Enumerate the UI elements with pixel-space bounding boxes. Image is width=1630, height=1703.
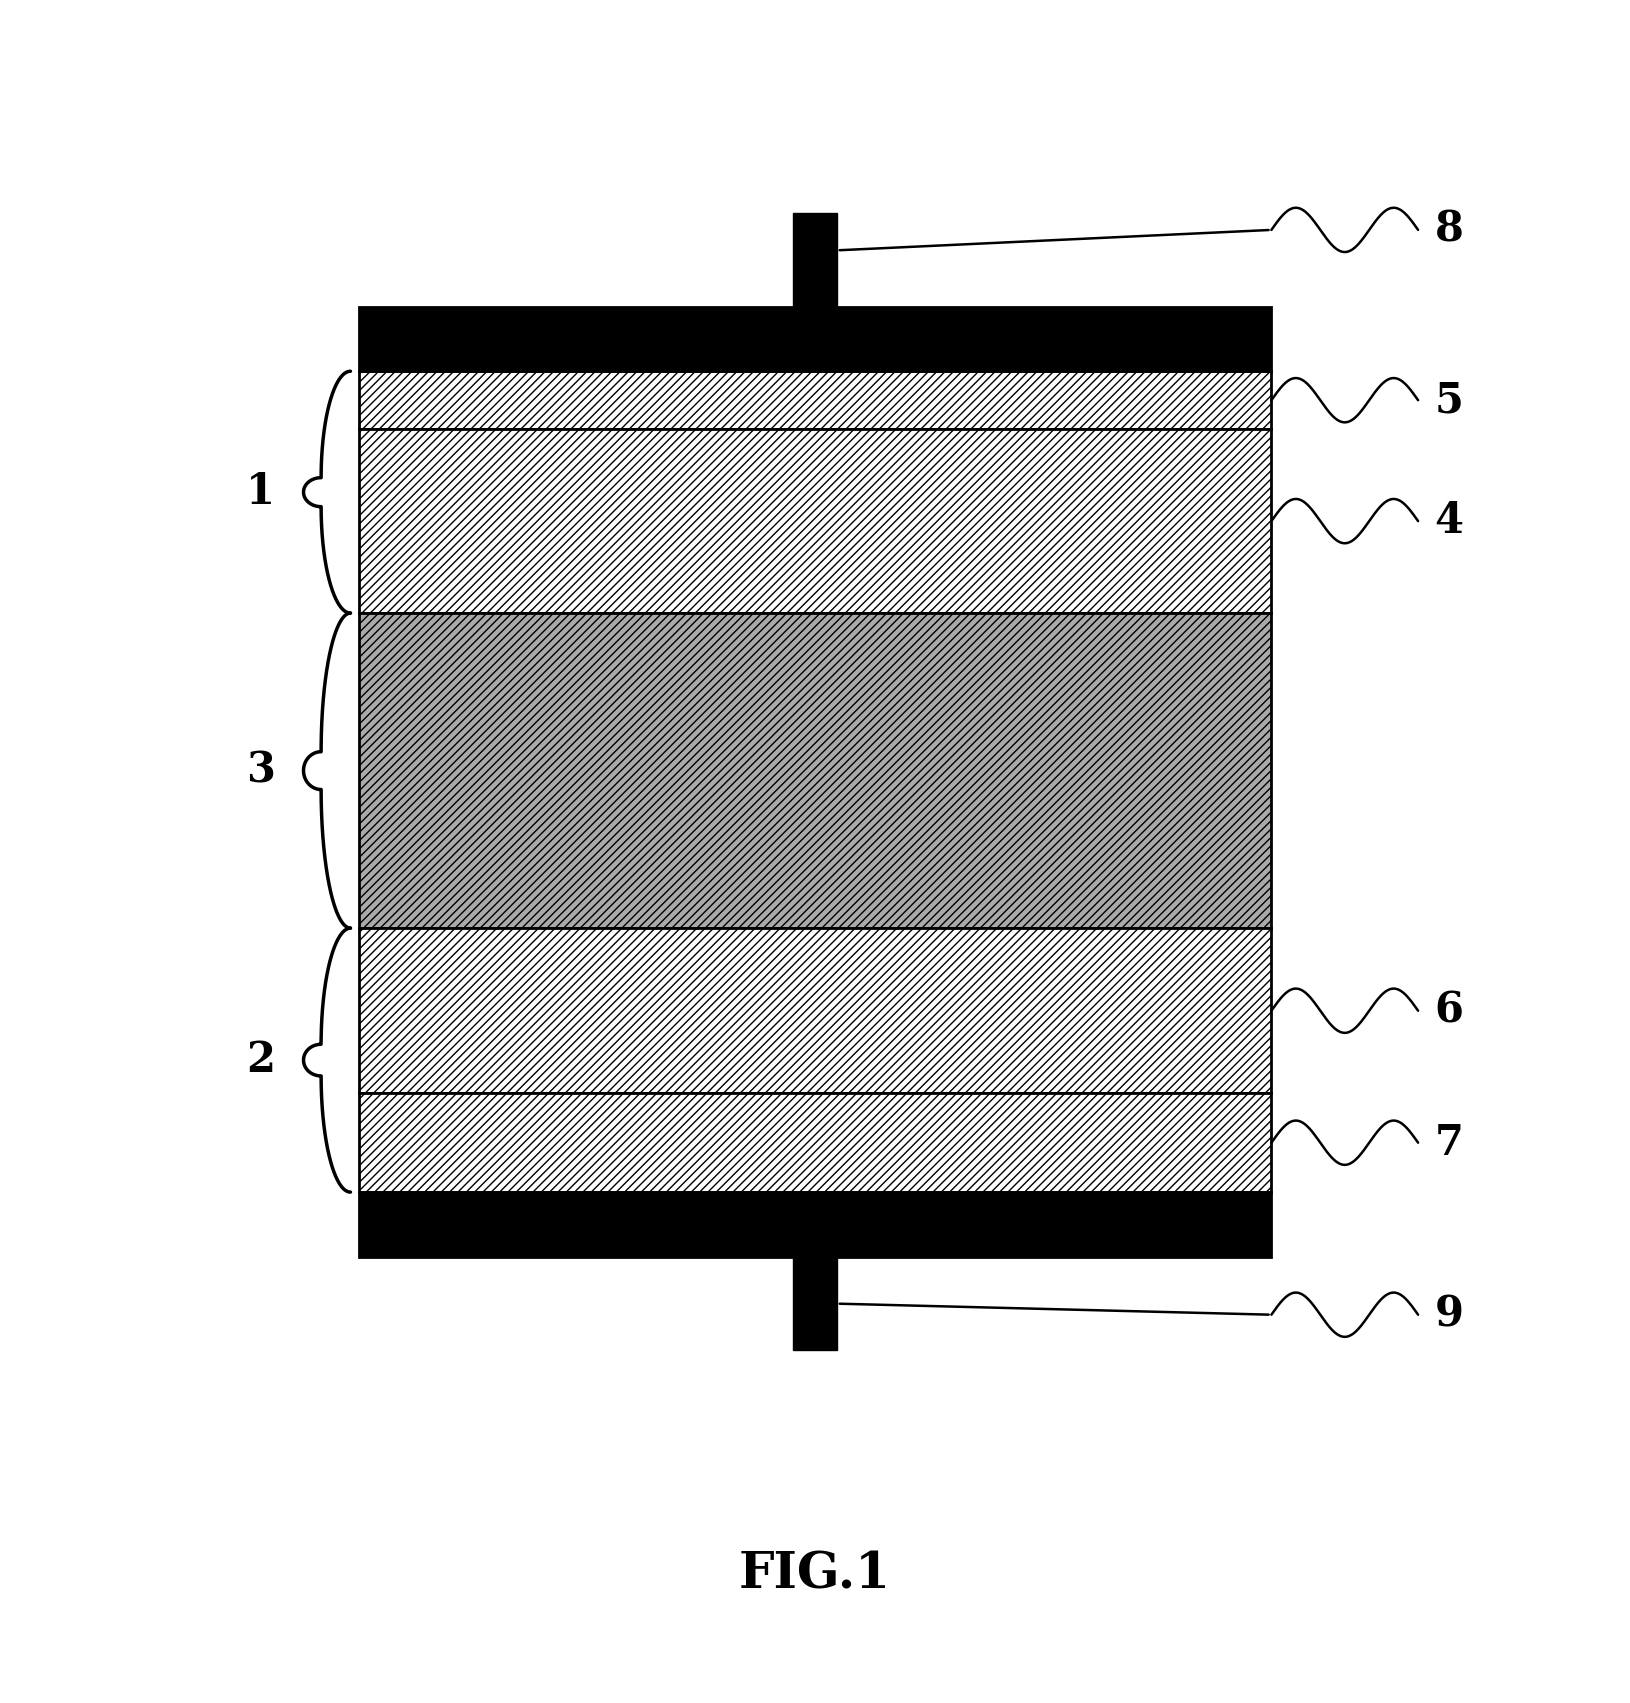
Text: 6: 6 <box>1434 989 1464 1032</box>
Bar <box>359 1093 1271 1192</box>
Text: 7: 7 <box>1434 1122 1464 1163</box>
Text: 1: 1 <box>246 472 275 513</box>
Text: FIG.1: FIG.1 <box>738 1551 892 1599</box>
Text: 9: 9 <box>1434 1294 1464 1335</box>
Bar <box>794 213 836 307</box>
Text: 3: 3 <box>246 749 275 792</box>
Bar <box>359 371 1271 429</box>
Text: 4: 4 <box>1434 501 1464 542</box>
Text: 8: 8 <box>1434 209 1464 250</box>
Text: 5: 5 <box>1434 380 1464 421</box>
Bar <box>794 1257 836 1350</box>
Bar <box>359 1192 1271 1257</box>
Bar <box>359 429 1271 613</box>
Bar <box>359 307 1271 371</box>
Bar <box>359 928 1271 1093</box>
Bar <box>359 613 1271 928</box>
Text: 2: 2 <box>246 1039 275 1081</box>
